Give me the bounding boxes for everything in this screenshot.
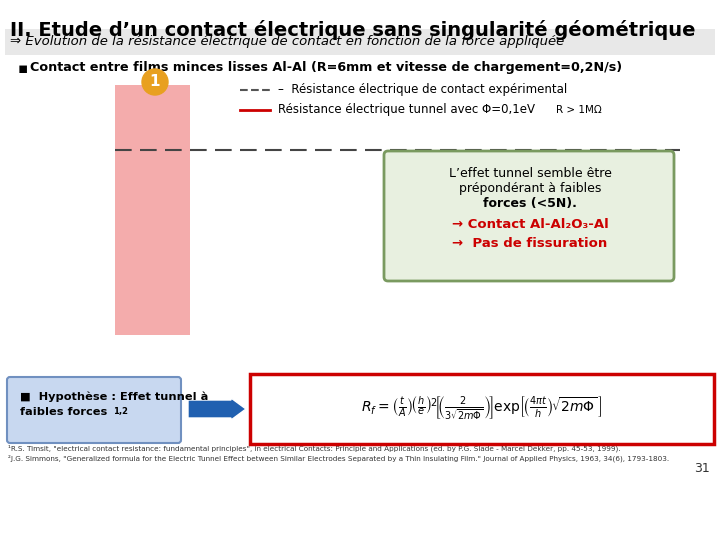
Text: 1,2: 1,2	[113, 407, 128, 416]
FancyBboxPatch shape	[250, 374, 714, 444]
Text: ¹R.S. Timsit, "electrical contact resistance: fundamental principles", in electr: ¹R.S. Timsit, "electrical contact resist…	[8, 444, 621, 451]
Text: $R_f = \left(\frac{t}{A}\right)\!\left(\frac{h}{e}\right)^{\!2}\!\left[\!\left(\: $R_f = \left(\frac{t}{A}\right)\!\left(\…	[361, 395, 603, 423]
Circle shape	[142, 69, 168, 95]
Text: →  Pas de fissuration: → Pas de fissuration	[452, 237, 608, 250]
Text: R > 1MΩ: R > 1MΩ	[556, 105, 602, 115]
Text: Résistance électrique tunnel avec Φ=0,1eV: Résistance électrique tunnel avec Φ=0,1e…	[278, 104, 535, 117]
Text: → Contact Al-Al₂O₃-Al: → Contact Al-Al₂O₃-Al	[451, 218, 608, 231]
Text: ■  Hypothèse : Effet tunnel à: ■ Hypothèse : Effet tunnel à	[20, 392, 208, 402]
FancyBboxPatch shape	[384, 151, 674, 281]
Text: prépondérant à faibles: prépondérant à faibles	[459, 182, 601, 195]
Text: II. Etude d’un contact électrique sans singularité géométrique: II. Etude d’un contact électrique sans s…	[10, 20, 696, 40]
FancyBboxPatch shape	[115, 85, 190, 335]
Text: ▪: ▪	[18, 61, 28, 76]
Text: ²J.G. Simmons, "Generalized formula for the Electric Tunnel Effect between Simil: ²J.G. Simmons, "Generalized formula for …	[8, 454, 669, 462]
FancyBboxPatch shape	[7, 377, 181, 443]
FancyArrow shape	[188, 398, 246, 420]
Text: forces (<5N).: forces (<5N).	[483, 197, 577, 210]
Text: 31: 31	[694, 462, 710, 475]
Text: L’effet tunnel semble être: L’effet tunnel semble être	[449, 167, 611, 180]
Text: faibles forces: faibles forces	[20, 407, 107, 417]
Text: –  Résistance électrique de contact expérimental: – Résistance électrique de contact expér…	[278, 84, 567, 97]
Text: ⇒ Evolution de la résistance électrique de contact en fonction de la force appli: ⇒ Evolution de la résistance électrique …	[10, 36, 564, 49]
FancyBboxPatch shape	[5, 29, 715, 55]
Text: 1: 1	[150, 75, 161, 90]
Text: Contact entre films minces lisses Al-Al (R=6mm et vitesse de chargement=0,2N/s): Contact entre films minces lisses Al-Al …	[30, 61, 622, 74]
